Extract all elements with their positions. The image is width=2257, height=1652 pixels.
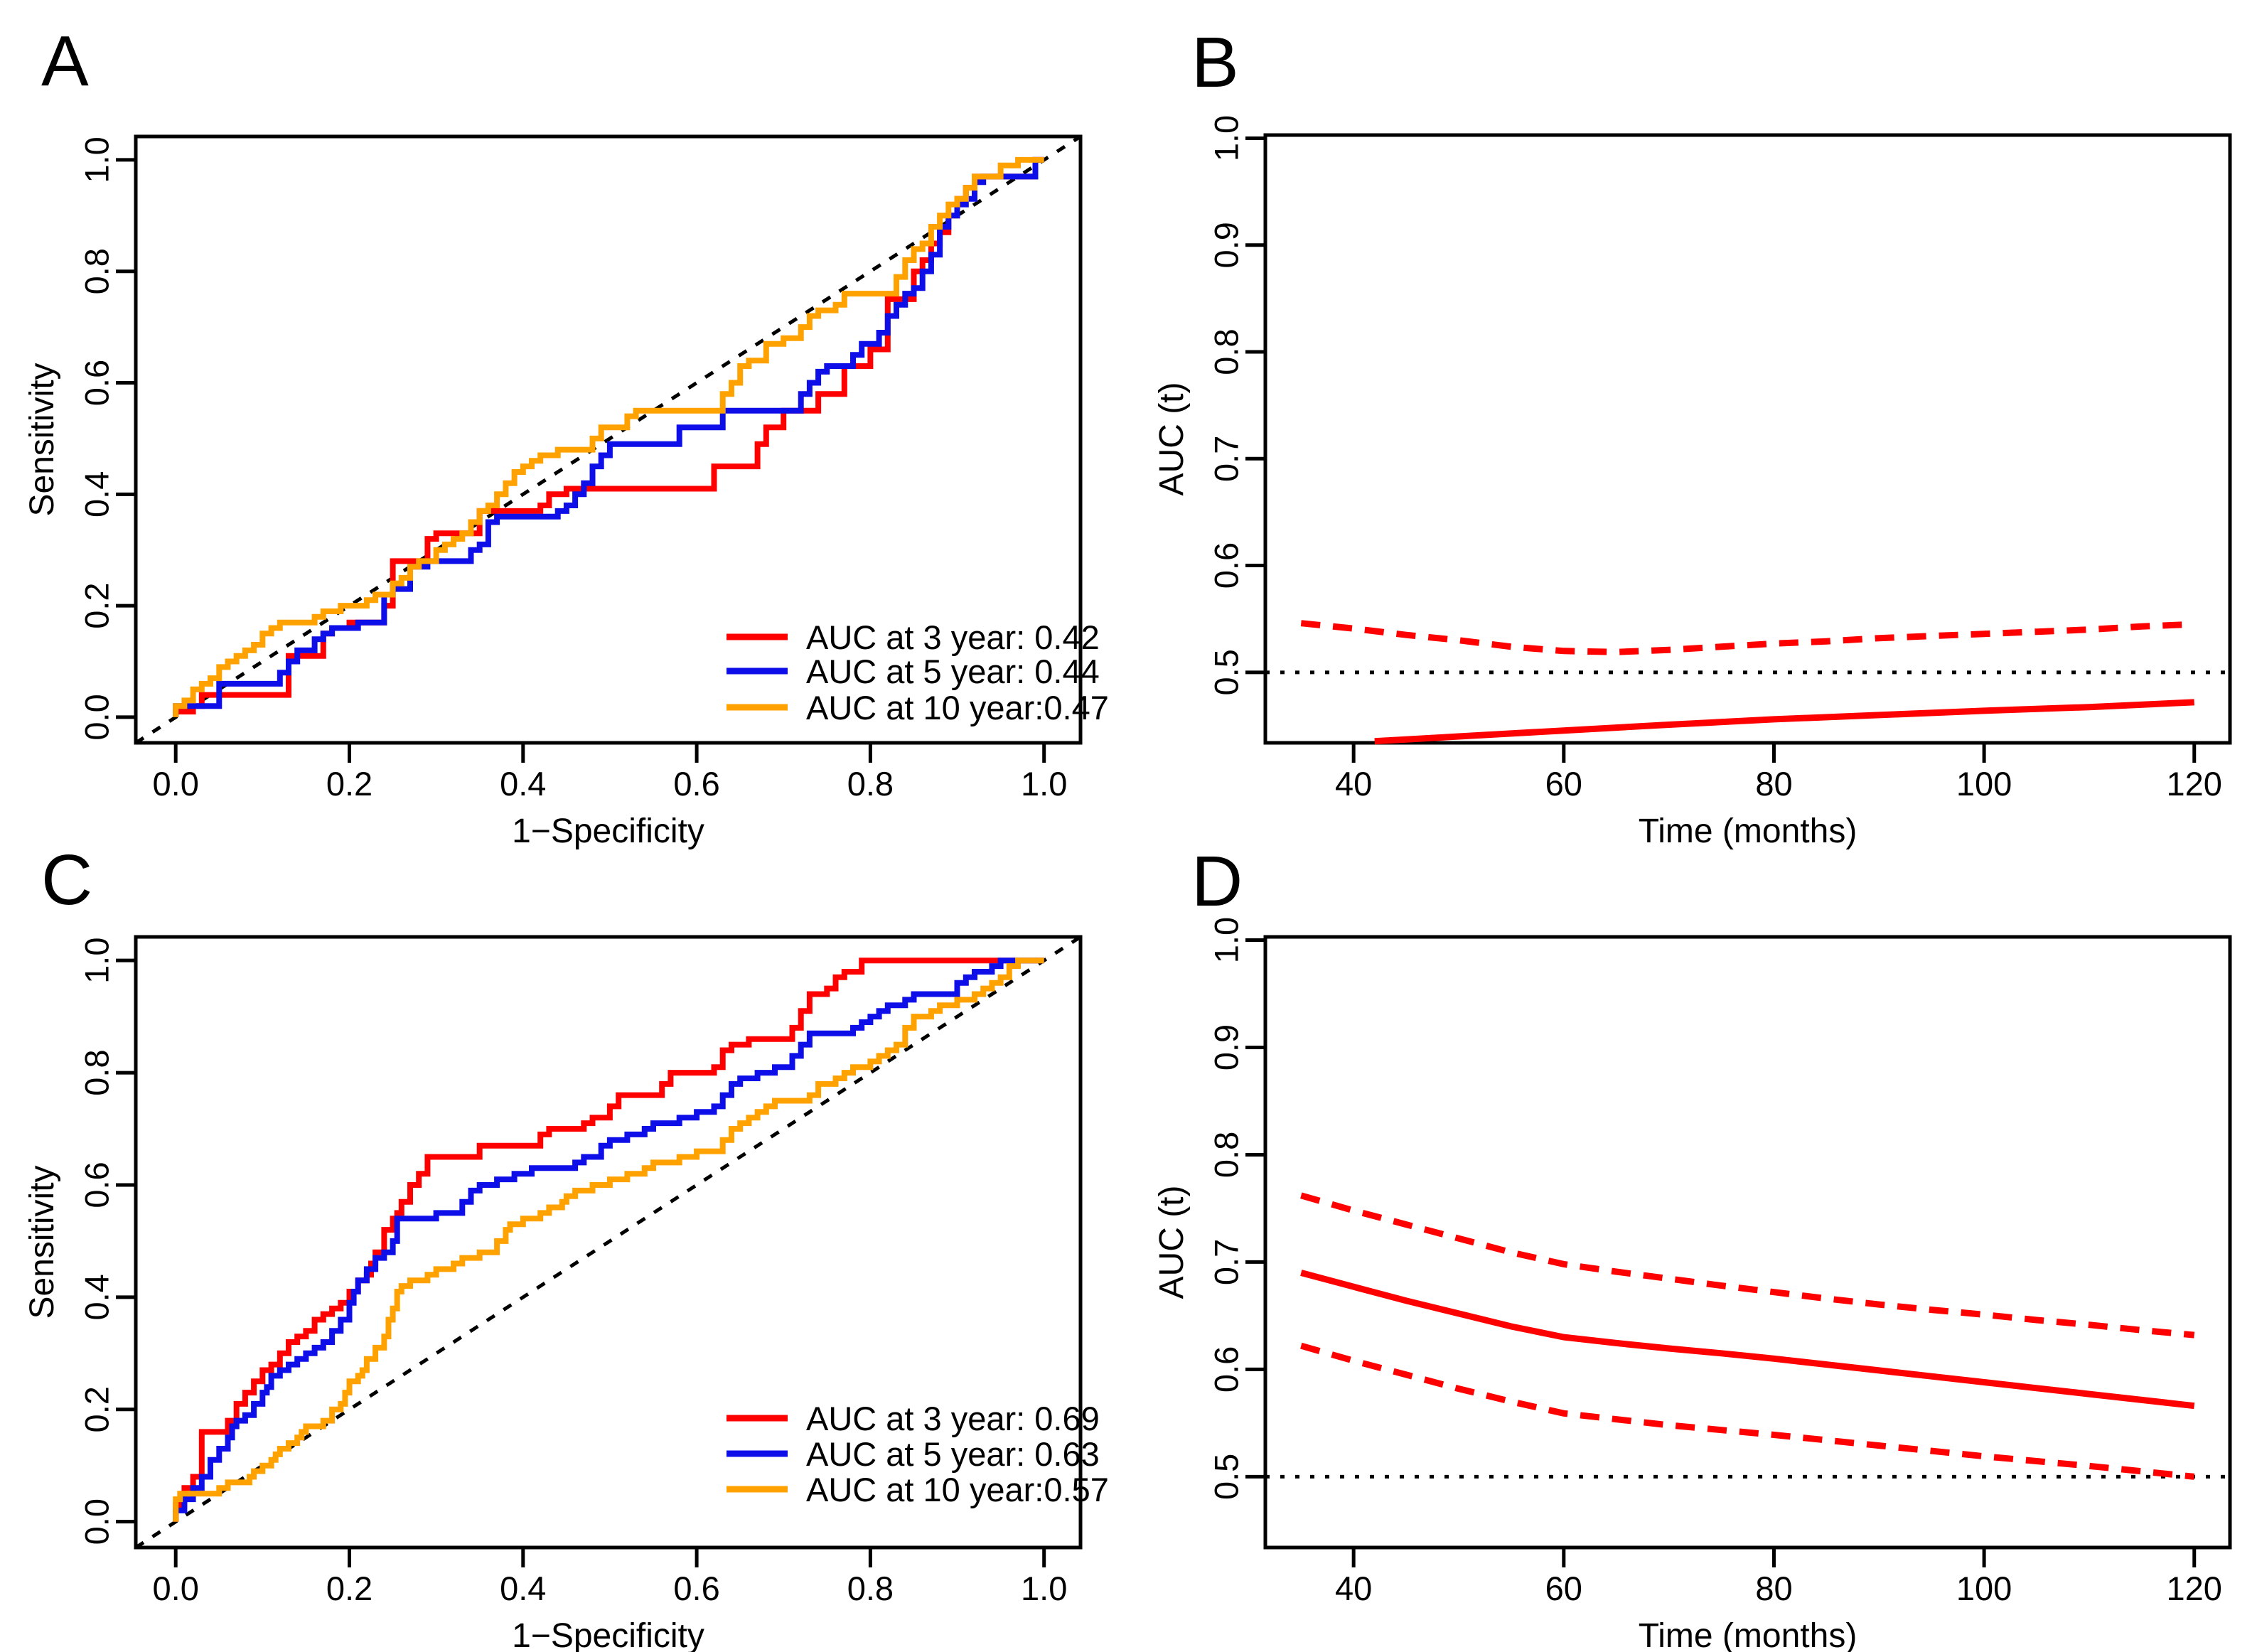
y-tick-label: 0.5 — [1208, 649, 1245, 695]
y-tick-label: 0.0 — [78, 694, 116, 740]
series-C-2 — [173, 958, 1044, 1522]
panel-B: B 40 60 80 100 120 0.5 0.6 0.7 0.8 0.9 1.0 Time (mon… — [1153, 23, 2232, 850]
y-axis-title: AUC (t) — [1153, 382, 1191, 496]
x-tick-label: 40 — [1335, 1570, 1372, 1607]
series-D-1 — [1300, 1192, 2195, 1339]
x-tick-label: 0.0 — [153, 765, 199, 803]
x-tick-label: 120 — [2167, 765, 2222, 803]
y-axis-title: Sensitivity — [23, 1165, 61, 1319]
y-tick-label: 0.8 — [1208, 1132, 1245, 1178]
y-tick-label: 0.6 — [78, 360, 116, 406]
y-tick-label: 1.0 — [1208, 115, 1245, 161]
x-tick-label: 0.8 — [847, 1570, 894, 1607]
y-tick-label: 0.6 — [1208, 542, 1245, 589]
x-tick-label: 0.2 — [326, 1570, 372, 1607]
y-tick-label: 0.8 — [78, 1049, 116, 1095]
series-B-0 — [1374, 699, 2194, 745]
plot-box — [134, 134, 1083, 745]
x-tick-label: 0.0 — [153, 1570, 199, 1607]
panel-label-C: C — [41, 840, 92, 920]
panel-D: D 40 60 80 100 120 0.5 0.6 0.7 0.8 0.9 1.0 Time (mon… — [1153, 842, 2232, 1652]
y-tick-label: 0.5 — [1208, 1454, 1245, 1500]
legend-label: AUC at 3 year: 0.69 — [806, 1400, 1100, 1437]
x-tick-label: 100 — [1956, 1570, 2012, 1607]
y-tick-label: 0.6 — [78, 1162, 116, 1208]
x-tick-label: 40 — [1335, 765, 1372, 803]
y-tick-label: 0.7 — [1208, 1239, 1245, 1285]
x-tick-label: 0.6 — [673, 765, 719, 803]
series-D-2 — [1300, 1342, 2195, 1480]
y-tick-label: 0.8 — [78, 248, 116, 294]
plot-box — [1263, 133, 2232, 745]
legend-label: AUC at 3 year: 0.42 — [806, 618, 1100, 656]
panel-label-A: A — [41, 21, 89, 101]
panel-C: C 0.0 0.2 0.4 0.6 0.8 1.0 0.0 0.2 0.4 0.6 0.8 1.0 1−S… — [23, 840, 1109, 1652]
x-tick-label: 0.8 — [847, 765, 894, 803]
x-tick-label: 0.4 — [500, 765, 546, 803]
y-tick-label: 1.0 — [1208, 917, 1245, 963]
x-axis-title: 1−Specificity — [512, 1617, 704, 1652]
x-tick-label: 60 — [1545, 765, 1582, 803]
y-tick-label: 0.0 — [78, 1498, 116, 1545]
x-tick-label: 60 — [1545, 1570, 1582, 1607]
legend-label: AUC at 5 year: 0.63 — [806, 1435, 1100, 1473]
x-tick-label: 100 — [1956, 765, 2012, 803]
panel-label-D: D — [1191, 842, 1243, 921]
series-C-0 — [173, 958, 1044, 1522]
series-B-1 — [1300, 620, 2194, 655]
y-tick-label: 0.2 — [78, 582, 116, 628]
x-tick-label: 80 — [1755, 765, 1792, 803]
panel-A: A 0.0 0.2 0.4 0.6 0.8 1.0 0.0 0.2 0.4 0.6 0.8 1.0 1−S… — [23, 21, 1109, 850]
series-A-1 — [173, 156, 1044, 717]
x-tick-label: 1.0 — [1021, 765, 1067, 803]
x-tick-label: 80 — [1755, 1570, 1792, 1607]
y-tick-label: 0.9 — [1208, 1024, 1245, 1071]
y-tick-label: 0.2 — [78, 1386, 116, 1432]
legend-label: AUC at 10 year:0.47 — [806, 689, 1109, 726]
y-tick-label: 1.0 — [78, 136, 116, 183]
y-tick-label: 0.9 — [1208, 222, 1245, 268]
y-tick-label: 0.4 — [78, 471, 116, 517]
legend-label: AUC at 5 year: 0.44 — [806, 653, 1100, 690]
plot-box — [134, 935, 1083, 1550]
y-tick-label: 1.0 — [78, 937, 116, 983]
x-tick-label: 0.6 — [673, 1570, 719, 1607]
x-tick-label: 0.2 — [326, 765, 372, 803]
series-A-2 — [173, 156, 1044, 717]
diagonal-reference-line — [134, 134, 1082, 745]
y-axis-title: Sensitivity — [23, 363, 61, 516]
x-axis-title: Time (months) — [1639, 812, 1857, 850]
y-tick-label: 0.6 — [1208, 1346, 1245, 1393]
y-axis-title: AUC (t) — [1153, 1186, 1191, 1299]
series-D-0 — [1300, 1270, 2195, 1410]
plot-box — [1263, 935, 2232, 1550]
y-tick-label: 0.8 — [1208, 328, 1245, 375]
y-tick-label: 0.7 — [1208, 436, 1245, 482]
x-axis-title: 1−Specificity — [512, 812, 704, 850]
legend-label: AUC at 10 year:0.57 — [806, 1471, 1109, 1508]
y-tick-label: 0.4 — [78, 1274, 116, 1320]
x-tick-label: 0.4 — [500, 1570, 546, 1607]
panel-label-B: B — [1191, 23, 1239, 102]
x-tick-label: 120 — [2167, 1570, 2222, 1607]
x-axis-title: Time (months) — [1639, 1617, 1857, 1652]
x-tick-label: 1.0 — [1021, 1570, 1067, 1607]
series-C-1 — [173, 958, 1044, 1522]
